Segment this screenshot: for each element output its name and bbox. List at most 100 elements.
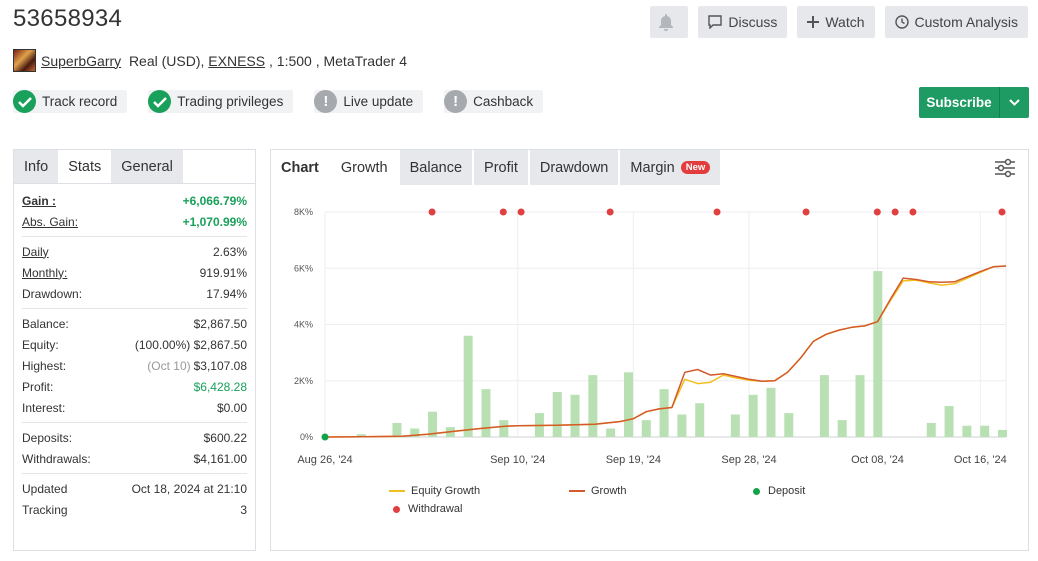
badge-trading-privileges[interactable]: Trading privileges — [148, 90, 294, 113]
watch-button[interactable]: Watch — [797, 6, 875, 38]
profit-bar — [392, 422, 402, 437]
stat-value: +1,070.99% — [182, 214, 247, 229]
y-axis-ticks: 0% 2K% 4K% 6K% 8K% — [294, 207, 313, 442]
stat-label[interactable]: Monthly: — [22, 265, 68, 280]
stats-tabs: Info Stats General — [14, 150, 255, 184]
stat-tracking: Tracking 3 — [22, 499, 247, 520]
chat-icon — [708, 15, 723, 29]
profit-bar — [659, 389, 669, 437]
avatar[interactable] — [13, 49, 36, 72]
profit-bar — [410, 428, 420, 437]
stat-label[interactable]: Abs. Gain: — [22, 214, 79, 229]
stat-highest: Highest: (Oct 10) $3,107.08 — [22, 355, 247, 376]
stat-equity: Equity: (100.00%) $2,867.50 — [22, 334, 247, 355]
stats-panel: Info Stats General Gain : +6,066.79% Abs… — [13, 149, 256, 551]
profit-bar — [481, 389, 491, 437]
stat-deposits: Deposits: $600.22 — [22, 427, 247, 448]
tab-general[interactable]: General — [111, 150, 183, 183]
sliders-icon — [995, 158, 1015, 178]
exclamation-icon: ! — [314, 90, 338, 113]
stat-label: Interest: — [22, 400, 66, 415]
discuss-button[interactable]: Discuss — [698, 6, 788, 38]
discuss-label: Discuss — [728, 14, 778, 30]
y-tick-label: 4K% — [294, 320, 313, 330]
profit-bar — [677, 414, 687, 437]
stat-label[interactable]: Gain : — [22, 193, 57, 208]
stat-value: +6,066.79% — [182, 193, 247, 208]
stat-amount: $2,867.50 — [193, 337, 247, 352]
divider — [22, 473, 247, 474]
notify-button[interactable] — [650, 6, 689, 38]
deposit-marker — [321, 433, 329, 441]
stat-label: Updated — [22, 481, 68, 496]
divider — [22, 422, 247, 423]
stat-label: Equity: — [22, 337, 59, 352]
legend-equity-growth[interactable]: Equity Growth — [389, 485, 480, 497]
tab-chart[interactable]: Chart — [281, 159, 319, 176]
y-tick-label: 8K% — [294, 207, 313, 217]
stat-value: 17.94% — [206, 286, 247, 301]
legend-swatch — [753, 487, 760, 495]
tab-balance[interactable]: Balance — [399, 150, 473, 185]
owner-link[interactable]: SuperbGarry — [41, 52, 122, 69]
broker-link[interactable]: EXNESS — [208, 52, 266, 69]
badge-cashback[interactable]: ! Cashback — [444, 90, 544, 113]
tab-info[interactable]: Info — [14, 150, 59, 183]
profit-bar — [766, 387, 776, 437]
stat-label: Deposits: — [22, 430, 73, 445]
profit-bar — [855, 375, 865, 437]
y-tick-label: 0% — [300, 432, 313, 442]
stat-drawdown: Drawdown: 17.94% — [22, 283, 247, 304]
account-number: 53658934 — [13, 5, 123, 32]
tab-profit[interactable]: Profit — [474, 150, 528, 185]
stat-value: $2,867.50 — [193, 316, 247, 331]
profit-bar — [570, 394, 580, 437]
stat-note: (Oct 10) — [147, 358, 191, 373]
subscribe-dropdown-toggle[interactable] — [999, 87, 1029, 118]
profit-bar — [428, 411, 438, 437]
profit-bar — [837, 420, 847, 437]
stat-value: 2.63% — [212, 244, 247, 259]
legend-growth[interactable]: Growth — [569, 485, 626, 497]
stat-label[interactable]: Daily — [22, 244, 49, 259]
chart-lines — [324, 265, 1007, 438]
stat-value: (100.00%) $2,867.50 — [135, 338, 247, 352]
stat-value: 919.91% — [199, 265, 247, 280]
x-tick-label: Sep 19, '24 — [606, 454, 661, 466]
withdrawal-marker — [713, 208, 721, 216]
exclamation-icon: ! — [444, 90, 468, 113]
stat-amount: $3,107.08 — [193, 358, 247, 373]
growth-chart[interactable]: 0% 2K% 4K% 6K% 8K% Aug 26, '24 Sep 10, '24 Sep… — [271, 186, 1028, 476]
profit-bar — [499, 420, 509, 437]
custom-analysis-label: Custom Analysis — [914, 14, 1018, 30]
badge-live-update[interactable]: ! Live update — [314, 90, 424, 113]
chart-settings-button[interactable] — [994, 158, 1016, 183]
badge-label: Live update — [343, 94, 414, 109]
verification-badges: Track record Trading privileges ! Live u… — [13, 90, 544, 113]
profit-bar — [641, 420, 651, 437]
legend-withdrawal[interactable]: Withdrawal — [393, 503, 462, 515]
legend-label: Deposit — [768, 485, 806, 497]
legend-swatch — [569, 490, 585, 492]
chart-bars — [356, 271, 1007, 437]
y-tick-label: 2K% — [294, 376, 313, 386]
subscribe-button[interactable]: Subscribe — [919, 87, 1029, 118]
badge-track-record[interactable]: Track record — [13, 90, 128, 113]
custom-analysis-button[interactable]: Custom Analysis — [884, 6, 1028, 38]
tab-growth[interactable]: Growth — [340, 159, 388, 176]
profit-bar — [695, 403, 705, 437]
withdrawal-marker — [873, 208, 881, 216]
tab-margin[interactable]: Margin New — [620, 150, 721, 185]
tab-drawdown[interactable]: Drawdown — [529, 150, 619, 185]
stat-gain: Gain : +6,066.79% — [22, 190, 247, 211]
chevron-down-icon — [1009, 99, 1020, 106]
legend-label: Equity Growth — [411, 485, 481, 497]
withdrawal-marker — [998, 208, 1006, 216]
subscribe-label[interactable]: Subscribe — [926, 95, 992, 110]
new-badge: New — [680, 161, 711, 174]
plus-icon — [807, 16, 820, 28]
tab-stats[interactable]: Stats — [58, 150, 112, 183]
withdrawal-marker — [428, 208, 436, 216]
stat-label: Tracking — [22, 502, 68, 517]
legend-deposit[interactable]: Deposit — [753, 485, 805, 497]
